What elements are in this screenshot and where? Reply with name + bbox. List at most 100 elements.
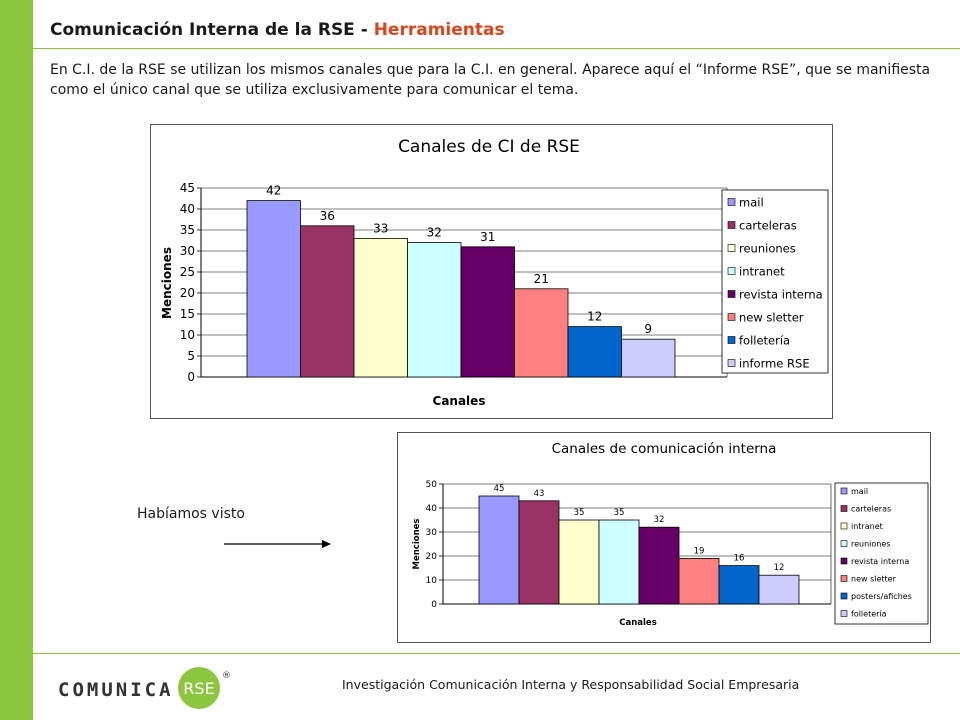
- undefined-y-tick-label: 40: [426, 504, 438, 514]
- title-divider: [33, 48, 960, 49]
- undefined-y-tick-label: 45: [180, 181, 195, 195]
- undefined-y-tick-label: 0: [187, 370, 195, 384]
- undefined-legend: [721, 189, 829, 374]
- page-title: Comunicación Interna de la RSE - Herrami…: [50, 20, 505, 40]
- undefined-y-tick-label: 35: [180, 223, 195, 237]
- undefined-y-tick-label: 10: [426, 576, 438, 586]
- undefined-legend-swatch: [727, 267, 736, 275]
- undefined-bar-3: [353, 238, 408, 378]
- undefined-legend-label: mail: [739, 195, 764, 209]
- left-accent-bar: [0, 0, 33, 720]
- undefined-legend-label: new sletter: [739, 310, 804, 324]
- chart-comunicacion-interna: Canales de comunicación interna 0 10 20 30 40…: [397, 432, 931, 643]
- undefined-data-label: 35: [614, 508, 625, 518]
- undefined-bar-6: [514, 288, 569, 378]
- undefined-legend-swatch: [727, 244, 736, 252]
- undefined-legend-label: new sletter: [851, 575, 897, 584]
- undefined-data-label: 12: [587, 310, 602, 324]
- undefined-y-tick-label: 20: [180, 286, 195, 300]
- undefined-legend-label: posters/afiches: [851, 592, 912, 601]
- undefined-legend-label: folletería: [739, 333, 790, 347]
- undefined-data-label: 21: [534, 272, 549, 286]
- chart-ci-rse: Canales de CI de RSE 0 5 10 15 20 25 30 35 40 45 42…: [150, 124, 833, 419]
- undefined-legend-swatch: [840, 592, 848, 600]
- chart-ci-rse-svg: Canales de CI de RSE 0 5 10 15 20 25 30 35 40 45 42…: [160, 137, 829, 408]
- undefined-data-label: 35: [574, 508, 585, 518]
- undefined-bar-8: [758, 574, 800, 605]
- undefined-data-label: 19: [694, 546, 705, 556]
- undefined-data-label: 36: [320, 209, 335, 223]
- undefined-legend-label: intranet: [739, 264, 785, 278]
- undefined-bar-2: [300, 225, 355, 378]
- undefined-legend-swatch: [727, 313, 736, 321]
- undefined-data-label: 43: [534, 489, 545, 499]
- undefined-bar-1: [478, 495, 520, 605]
- logo-badge-circle: [178, 667, 220, 709]
- undefined-data-label: 45: [494, 484, 505, 494]
- undefined-legend-label: intranet: [851, 522, 883, 531]
- undefined-legend-label: carteleras: [851, 505, 891, 514]
- undefined-y-tick-label: 0: [431, 600, 437, 610]
- undefined-data-label: 9: [644, 322, 652, 336]
- undefined-bar-7: [567, 326, 622, 378]
- page-title-main: Comunicación Interna de la RSE -: [50, 20, 374, 40]
- chart-comunicacion-interna-svg: Canales de comunicación interna 0 10 20 30 40…: [412, 441, 929, 628]
- undefined-legend-label: folletería: [851, 610, 887, 619]
- undefined-y-tick-label: 40: [180, 202, 195, 216]
- undefined-y-tick-label: 30: [180, 244, 195, 258]
- undefined-y-tick-label: 25: [180, 265, 195, 279]
- undefined-title: Canales de comunicación interna: [552, 441, 777, 457]
- undefined-bar-4: [598, 519, 640, 605]
- undefined-legend-swatch: [840, 575, 848, 582]
- undefined-data-label: 31: [480, 230, 495, 244]
- undefined-data-label: 32: [654, 515, 665, 525]
- undefined-legend-label: revista interna: [851, 557, 909, 566]
- undefined-y-tick-label: 15: [180, 307, 195, 321]
- previous-note-label: Habíamos visto: [137, 506, 245, 522]
- intro-paragraph: En C.I. de la RSE se utilizan los mismos…: [50, 62, 931, 98]
- undefined-bar-5: [638, 526, 680, 605]
- undefined-x-axis-title: Canales: [433, 394, 486, 408]
- footer-caption: Investigación Comunicación Interna y Res…: [342, 677, 800, 692]
- undefined-legend-label: reuniones: [851, 540, 890, 549]
- undefined-bar-5: [460, 246, 515, 378]
- undefined-legend-swatch: [840, 540, 848, 547]
- undefined-data-label: 33: [373, 221, 388, 235]
- undefined-legend-swatch: [727, 290, 736, 298]
- undefined-legend-swatch: [840, 505, 848, 512]
- undefined-data-label: 12: [774, 563, 785, 573]
- undefined-bar-1: [246, 200, 301, 378]
- undefined-data-label: 42: [266, 184, 281, 198]
- undefined-title: Canales de CI de RSE: [398, 137, 580, 157]
- undefined-y-tick-label: 10: [180, 328, 195, 342]
- undefined-legend-label: revista interna: [739, 287, 823, 301]
- undefined-bar-4: [407, 242, 462, 378]
- comunica-rse-logo: COMUNICA RSE ®: [58, 667, 231, 709]
- undefined-legend-swatch: [727, 198, 736, 206]
- undefined-data-label: 32: [427, 226, 442, 240]
- undefined-bar-7: [718, 565, 760, 605]
- undefined-y-tick-label: 50: [426, 480, 438, 490]
- logo-badge-text: RSE: [183, 679, 214, 698]
- page-title-accent: Herramientas: [373, 20, 505, 40]
- undefined-y-tick-label: 20: [426, 552, 438, 562]
- undefined-y-axis-title: Menciones: [412, 519, 422, 570]
- undefined-legend-swatch: [840, 522, 848, 530]
- undefined-bar-2: [518, 500, 560, 605]
- undefined-bar-6: [678, 558, 720, 605]
- undefined-legend-label: carteleras: [739, 218, 797, 232]
- logo-text: COMUNICA: [58, 679, 174, 701]
- undefined-legend-swatch: [727, 359, 736, 367]
- undefined-bar-8: [621, 338, 676, 378]
- registered-mark: ®: [222, 671, 231, 681]
- undefined-y-tick-label: 30: [426, 528, 438, 538]
- undefined-legend-swatch: [727, 336, 736, 344]
- undefined-legend-swatch: [840, 610, 848, 617]
- undefined-legend-swatch: [840, 557, 848, 565]
- footer-divider: [33, 653, 960, 654]
- undefined-x-axis-title: Canales: [619, 618, 657, 628]
- undefined-data-label: 16: [734, 554, 745, 564]
- undefined-y-axis-title: Menciones: [160, 247, 174, 319]
- undefined-legend: [834, 482, 929, 625]
- arrow-right-icon: [224, 540, 331, 548]
